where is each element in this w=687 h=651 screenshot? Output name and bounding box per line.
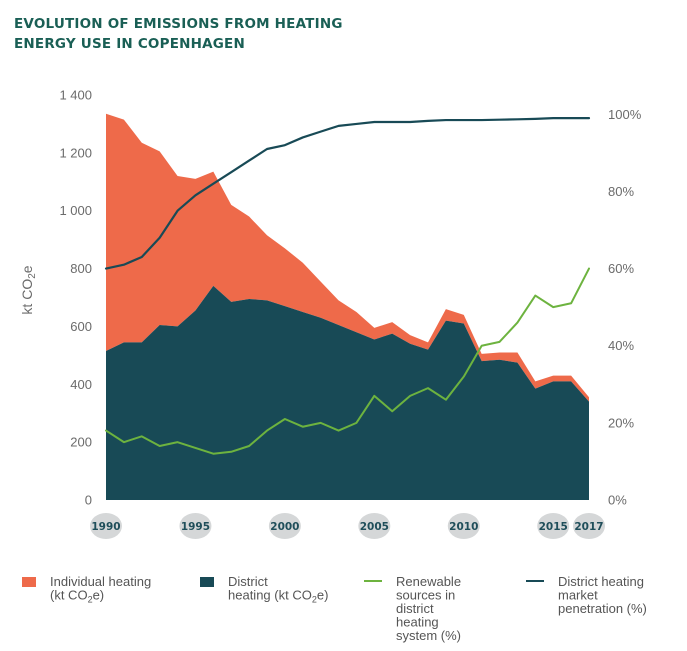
left-y-axis: 0 200 400 600 800 1 000 1 200 1 400 (59, 88, 92, 508)
right-tick-label: 0% (608, 493, 627, 508)
x-tick-badge: 1990 (90, 513, 122, 539)
legend-label: Renewable (396, 574, 461, 589)
x-tick-circle (90, 513, 122, 539)
x-tick-circle (268, 513, 301, 539)
legend-label: District heating (558, 574, 644, 589)
x-tick-badge: 2015 (537, 513, 570, 539)
x-tick-badge: 2017 (573, 513, 605, 539)
left-tick-label: 200 (70, 435, 92, 450)
renewable-share-line (105, 267, 590, 455)
right-tick-label: 80% (608, 184, 634, 199)
x-tick-label: 2015 (539, 521, 568, 533)
right-y-axis: 0% 20% 40% 60% 80% 100% (608, 107, 642, 508)
district-heating-area (106, 285, 589, 500)
x-tick-label: 2010 (449, 521, 478, 533)
x-tick-badge: 1995 (179, 513, 212, 539)
x-tick-label: 1995 (181, 521, 210, 533)
chart-title-line: EVOLUTION OF EMISSIONS FROM HEATING (14, 16, 343, 32)
x-tick-badge: 2005 (358, 513, 391, 539)
individual-heating-area (106, 113, 589, 402)
legend-item: Individual heating(kt CO2e) (22, 574, 151, 605)
legend-label: district (396, 601, 434, 616)
x-tick-circle (537, 513, 570, 539)
x-tick-badge: 2000 (268, 513, 301, 539)
x-tick-label: 2005 (360, 521, 389, 533)
right-tick-label: 60% (608, 261, 634, 276)
legend-swatch (22, 577, 36, 587)
legend-label: heating (kt CO2e) (228, 588, 328, 605)
x-tick-label: 2000 (270, 521, 299, 533)
legend-label: system (%) (396, 628, 461, 643)
legend-label: penetration (%) (558, 601, 647, 616)
left-tick-label: 1 200 (59, 145, 92, 160)
legend-label: market (558, 588, 598, 603)
legend-label: District (228, 574, 268, 589)
x-tick-label: 2017 (574, 521, 603, 533)
x-tick-label: 1990 (91, 521, 120, 533)
chart-title-line: ENERGY USE IN COPENHAGEN (14, 36, 245, 52)
legend-label: heating (396, 615, 439, 630)
x-tick-badge: 2010 (447, 513, 480, 539)
right-tick-label: 40% (608, 338, 634, 353)
market-penetration-line (104, 117, 591, 270)
x-axis: 1990 1995 2000 2005 2010 2015 2017 (90, 513, 605, 539)
left-tick-label: 1 000 (59, 203, 92, 218)
left-tick-label: 400 (70, 377, 92, 392)
left-tick-label: 600 (70, 319, 92, 334)
legend-swatch (200, 577, 214, 587)
y-axis-label: kt CO2e (19, 265, 38, 314)
left-tick-label: 0 (85, 493, 92, 508)
chart-title: EVOLUTION OF EMISSIONS FROM HEATING ENERG… (14, 16, 343, 52)
line-series-group (104, 117, 591, 455)
left-tick-label: 800 (70, 261, 92, 276)
area-series-group (106, 113, 589, 500)
y-axis-title: kt CO2e (19, 265, 38, 314)
legend-label: Individual heating (50, 574, 151, 589)
legend: Individual heating(kt CO2e)Districtheati… (22, 574, 647, 643)
legend-label: (kt CO2e) (50, 588, 104, 605)
x-tick-circle (573, 513, 605, 539)
left-tick-label: 1 400 (59, 88, 92, 103)
legend-label: sources in (396, 588, 455, 603)
x-tick-circle (179, 513, 212, 539)
x-tick-circle (447, 513, 480, 539)
right-tick-label: 20% (608, 415, 634, 430)
right-tick-label: 100% (608, 107, 642, 122)
x-tick-circle (358, 513, 391, 539)
